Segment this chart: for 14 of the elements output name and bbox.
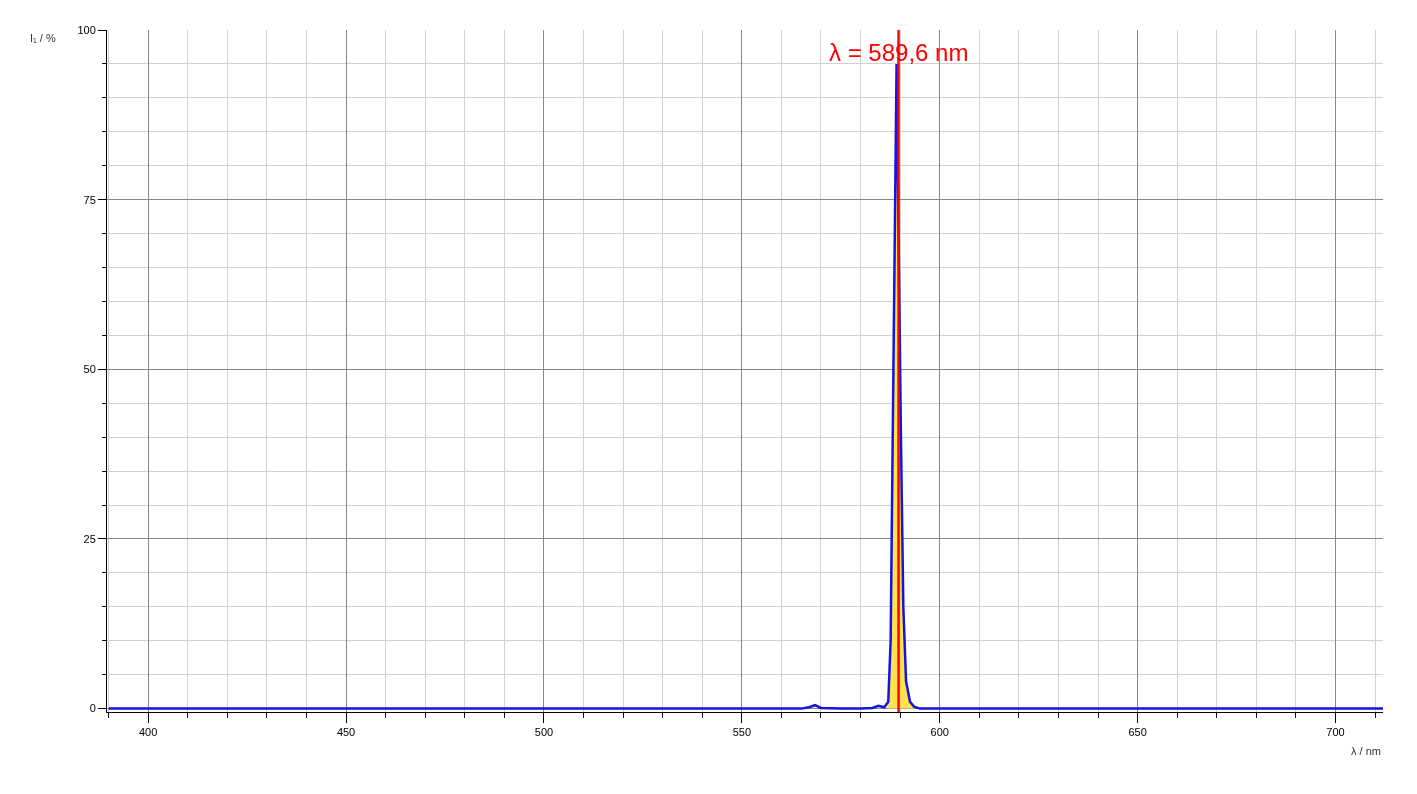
x-tick-label: 650 [1128,726,1147,739]
x-tick-label: 600 [930,726,949,739]
x-tick-label: 700 [1326,726,1345,739]
y-tick-label: 50 [83,363,96,376]
y-tick-label: 100 [77,23,96,36]
y-axis-title: I₁ / % [30,32,56,44]
x-tick-label: 550 [732,726,752,739]
y-tick-label: 25 [83,532,96,545]
y-tick-label: 0 [89,702,96,715]
x-tick-label: 400 [138,726,158,739]
x-tick-label: 450 [336,726,356,739]
y-tick-label: 75 [83,193,96,206]
x-axis-title: λ / nm [1351,745,1381,757]
x-tick-label: 500 [534,726,554,739]
